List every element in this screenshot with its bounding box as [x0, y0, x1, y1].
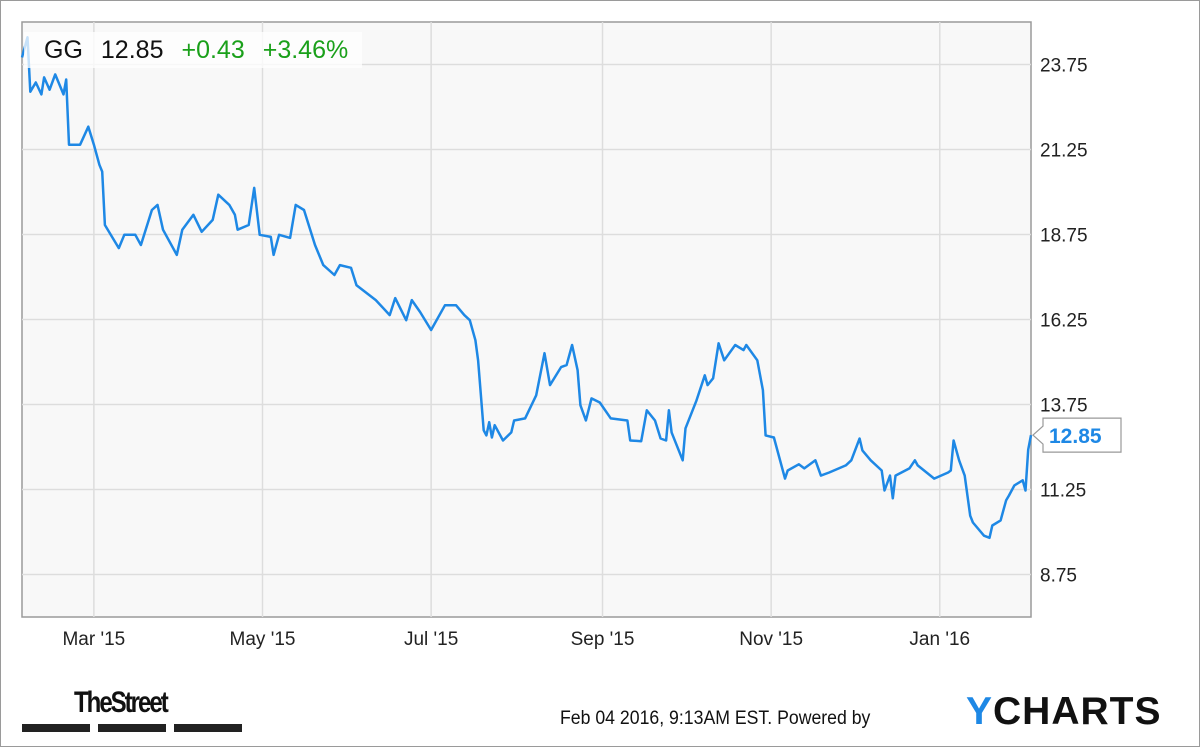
x-tick-label: May '15	[230, 629, 296, 650]
x-tick-label: Nov '15	[739, 629, 803, 650]
timestamp-text: Feb 04 2016, 9:13AM EST.	[560, 708, 773, 729]
ycharts-logo-y: Y	[966, 690, 994, 733]
current-price: 12.85	[100, 36, 164, 64]
y-tick-label: 18.75	[1040, 226, 1088, 247]
x-tick-label: Jul '15	[404, 629, 458, 650]
quote-header: GG 12.85 +0.43 +3.46%	[24, 32, 363, 68]
y-tick-label: 11.25	[1040, 481, 1086, 502]
y-tick-label: 13.75	[1040, 396, 1088, 417]
ycharts-logo: YCHARTS	[966, 690, 1162, 734]
last-price-label: 12.85	[1049, 425, 1102, 448]
logo-bar	[98, 724, 166, 732]
price-change-percent: +3.46%	[262, 36, 349, 64]
powered-by-text: Powered by	[777, 708, 871, 729]
x-tick-label: Jan '16	[909, 629, 970, 650]
last-price-tag-box	[1032, 417, 1122, 453]
logo-bar	[174, 724, 242, 732]
logo-bar	[22, 724, 90, 732]
y-axis: 23.75 21.25 18.75 16.25 13.75 11.25 8.75	[1040, 56, 1088, 587]
last-price-tag: 12.85	[1032, 417, 1122, 453]
ticker-symbol: GG	[44, 36, 83, 64]
price-line	[20, 36, 1033, 540]
y-tick-label: 8.75	[1040, 566, 1077, 587]
x-tick-label: Mar '15	[62, 629, 125, 650]
y-tick-label: 23.75	[1040, 56, 1088, 77]
x-axis: Mar '15 May '15 Jul '15 Sep '15 Nov '15 Jan '…	[62, 629, 970, 650]
footer-timestamp: Feb 04 2016, 9:13AM EST. Powered by	[560, 708, 870, 730]
thestreet-logo-text: TheStreet	[74, 686, 169, 719]
ycharts-logo-rest: CHARTS	[993, 690, 1162, 733]
grid	[22, 22, 1031, 617]
x-tick-label: Sep '15	[571, 629, 635, 650]
price-change: +0.43	[181, 36, 245, 64]
y-tick-label: 21.25	[1040, 141, 1088, 162]
y-tick-label: 16.25	[1040, 311, 1088, 332]
